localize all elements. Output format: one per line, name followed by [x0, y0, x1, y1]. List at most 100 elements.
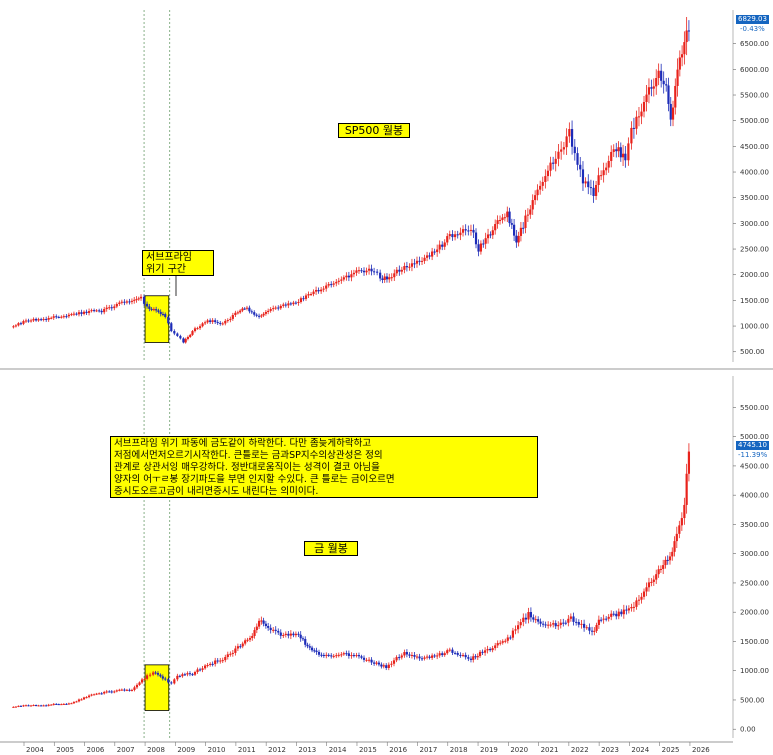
sp500-candle: [529, 209, 532, 215]
gold-candle: [585, 627, 588, 629]
sp500-candle: [517, 235, 520, 243]
gold-candle: [87, 695, 91, 698]
gold-candle: [93, 694, 96, 696]
gold-candle: [575, 621, 578, 623]
gold-candle: [478, 651, 482, 657]
sp500-candle: [536, 189, 539, 196]
sp500-candle: [52, 316, 55, 318]
sp500-candle: [474, 232, 478, 245]
sp500-candle: [297, 302, 300, 304]
gold-candle: [45, 705, 48, 707]
sp500-candle: [229, 318, 232, 321]
x-tick-label: 2014: [329, 746, 347, 754]
gold-candle: [239, 646, 242, 648]
gold-candle: [494, 645, 497, 649]
sp500-candle: [115, 304, 118, 307]
gold-candle: [617, 611, 620, 617]
sp500-candle: [142, 296, 146, 304]
gold-candle: [211, 663, 214, 665]
gold-candle: [32, 705, 35, 707]
gold-candle: [547, 624, 550, 626]
sp500-candle: [674, 85, 677, 108]
sp500-candle: [65, 316, 68, 318]
sp500-candle: [524, 215, 527, 228]
gold-candle: [12, 706, 15, 708]
sp500-candle: [224, 320, 227, 324]
gold-candle: [392, 660, 396, 664]
gold-candle: [583, 623, 586, 628]
gold-candle: [50, 704, 53, 706]
gold-candle: [517, 625, 520, 630]
sp500-candle: [479, 243, 483, 252]
gold-candle: [441, 653, 444, 656]
sp500-candle: [272, 308, 275, 310]
gold-candle: [196, 669, 199, 673]
gold-candle: [461, 654, 465, 656]
gold-candle: [453, 652, 457, 654]
sp500-candle: [95, 310, 98, 312]
gold-candle: [282, 635, 285, 637]
x-tick-label: 2007: [117, 746, 135, 754]
gold-candle: [659, 568, 663, 570]
sp500-candle: [184, 338, 187, 343]
sp500-candle: [214, 320, 217, 323]
sp500-candle: [390, 277, 393, 279]
gold-candle: [203, 665, 207, 669]
gold-candle: [234, 648, 237, 653]
gold-candle: [82, 697, 86, 700]
gold-candle: [662, 565, 665, 569]
gold-candle: [655, 574, 658, 580]
gold-candle: [327, 654, 330, 656]
gold-candle: [135, 684, 139, 688]
sp500-candle: [267, 310, 270, 312]
sp500-candle: [45, 318, 48, 320]
gold-candle: [251, 635, 254, 639]
gold-candle: [685, 473, 688, 505]
gold-candle: [537, 619, 540, 622]
sp500-candle: [612, 149, 615, 152]
sp500-candle: [255, 314, 258, 316]
sp500-candle: [581, 169, 585, 184]
sp500-candle: [627, 143, 630, 161]
sp500-candle: [234, 312, 237, 316]
sp500-candle: [403, 266, 406, 270]
gold-candle: [519, 622, 522, 626]
gold-candle: [357, 655, 361, 657]
gold-tick-label: 4000.00: [740, 492, 769, 500]
sp500-candle: [408, 266, 411, 268]
gold-candle: [330, 655, 333, 657]
sp500-candle: [337, 280, 340, 282]
x-axis: 2004 2005 2006 2007 2008 2009 2010 2011 2012 2013…: [0, 741, 733, 754]
gold-candle: [554, 623, 557, 627]
gold-candle: [680, 518, 683, 526]
sp500-candle: [615, 149, 618, 152]
gold-candle: [491, 648, 494, 651]
gold-candle: [501, 641, 504, 643]
sp500-candle: [640, 111, 643, 117]
gold-candle: [186, 673, 189, 675]
gold-candle: [377, 662, 381, 665]
gold-candle: [221, 660, 224, 662]
sp500-candle: [607, 160, 610, 168]
gold-candle: [308, 646, 311, 648]
gold-candle: [683, 504, 686, 519]
gold-candle: [301, 638, 305, 640]
sp500-candle: [464, 229, 467, 231]
sp500-candle: [12, 326, 15, 328]
sp500-candle: [19, 323, 23, 325]
gold-candle: [274, 629, 277, 631]
gold-candle: [214, 660, 217, 665]
sp500-candle: [453, 234, 457, 238]
sp500-candle: [587, 181, 590, 188]
gold-candle: [527, 612, 530, 620]
sp500-candle: [489, 234, 492, 236]
sp500-candle: [317, 289, 320, 292]
gold-candle: [201, 668, 204, 670]
gold-candle: [375, 662, 378, 664]
sp500-candle: [597, 175, 600, 186]
sp500-candle: [352, 272, 356, 275]
gold-candle: [489, 648, 492, 651]
gold-candle: [57, 704, 60, 706]
sp500-candle: [570, 129, 574, 147]
gold-candle: [405, 652, 408, 655]
